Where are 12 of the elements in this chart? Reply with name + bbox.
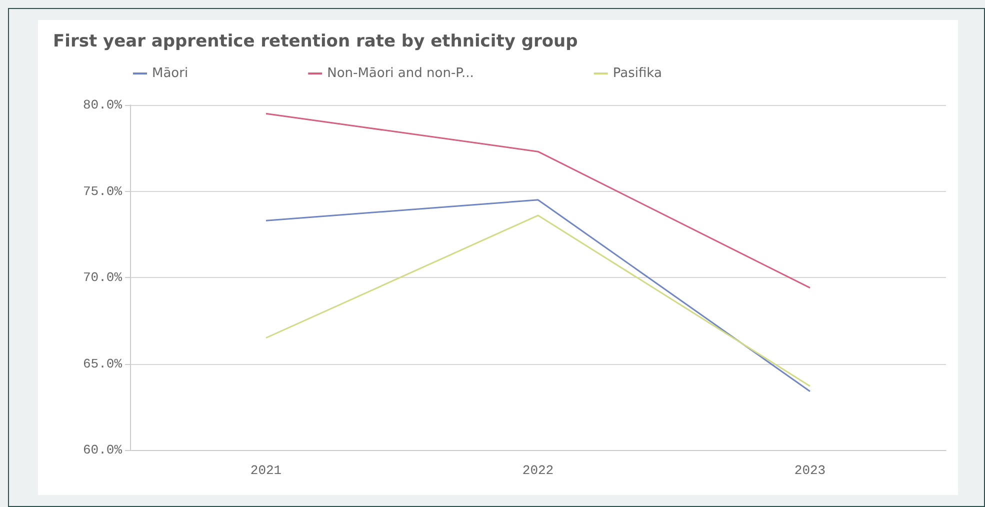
legend-label: Non-Māori and non-P... [327, 66, 474, 81]
y-tick-label: 70.0% [82, 270, 122, 285]
y-tick-label: 60.0% [82, 442, 122, 458]
x-tick-label: 2021 [250, 463, 282, 478]
x-tick-label: 2023 [794, 463, 826, 478]
chart-title: First year apprentice retention rate by ethnicity group [53, 32, 578, 52]
y-tick-label: 75.0% [82, 184, 122, 199]
x-tick-label: 2022 [522, 463, 554, 478]
legend-label: Pasifika [612, 66, 662, 81]
y-tick-label: 65.0% [82, 356, 122, 372]
y-tick-label: 80.0% [82, 98, 122, 112]
legend-label: Māori [152, 66, 188, 81]
